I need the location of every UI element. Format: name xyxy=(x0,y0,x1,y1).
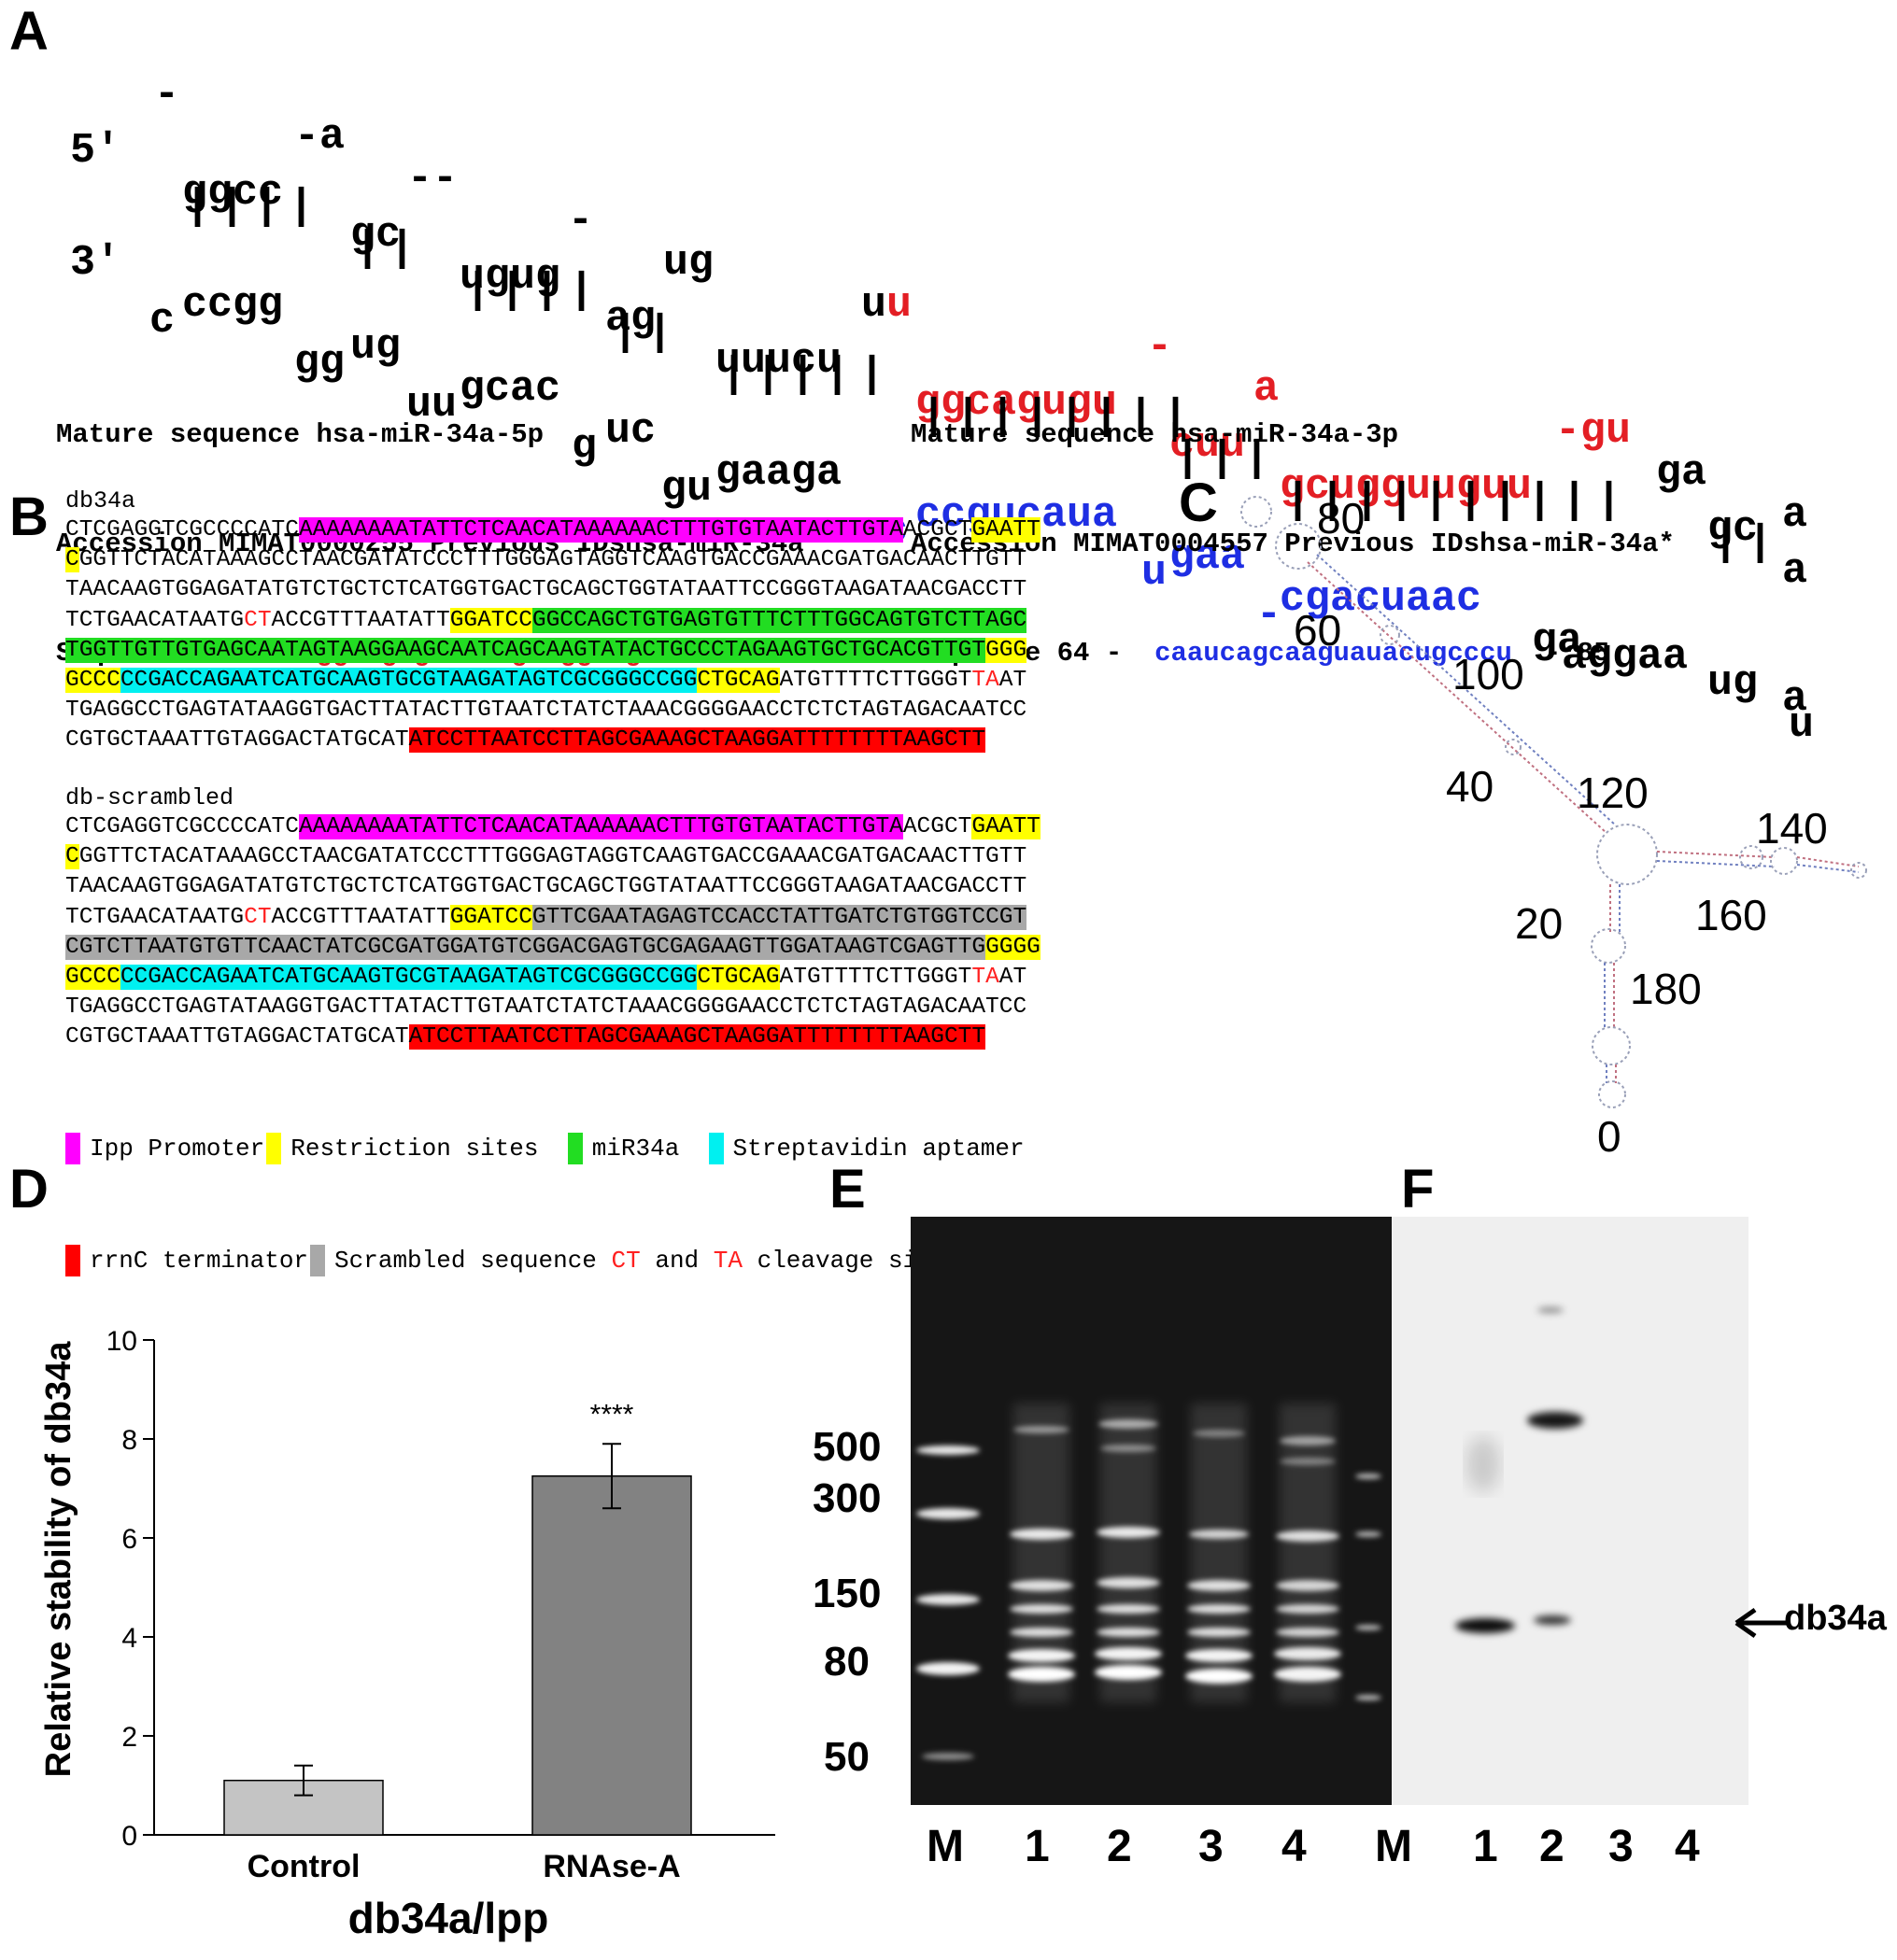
structure-label-120: 120 xyxy=(1577,768,1649,817)
y-tick-label: 6 xyxy=(121,1524,137,1555)
structure-label-80: 80 xyxy=(1317,494,1366,543)
marker-500: 500 xyxy=(813,1424,882,1470)
gel-f-lane-m: M xyxy=(1375,1822,1412,1871)
gel-f-lane-2: 2 xyxy=(1539,1822,1564,1871)
structure-label-0: 0 xyxy=(1597,1112,1621,1161)
bar-rnase-a xyxy=(531,1475,692,1836)
panel-f-letter: F xyxy=(1401,1159,1435,1220)
marker-300: 300 xyxy=(813,1475,882,1521)
hairpin-row-pairing: |||| || |||| || ||||| |||||||| ||| |||||… xyxy=(185,183,1783,567)
y-tick-label: 10 xyxy=(106,1326,137,1357)
y-tick-label: 8 xyxy=(121,1425,137,1456)
rna-secondary-structure xyxy=(1240,496,1867,1108)
db34a-sequence: CTCGAGGTCGCCCCATCAAAAAAAATATTCTCAACATAAA… xyxy=(65,517,1041,754)
stability-bar-chart: 0 2 4 6 8 10 Control RNAse-A **** Relative stab… xyxy=(39,1326,775,1942)
panel-b-letter: B xyxy=(9,486,49,547)
gel-e-lane-4: 4 xyxy=(1281,1822,1307,1871)
category-label: Control xyxy=(248,1849,361,1884)
mature-3p-sequence: caaucagcaaguauacugcccu xyxy=(1154,638,1512,669)
gel-e-lane-m: M xyxy=(927,1822,964,1871)
gel-e-lane-1: 1 xyxy=(1025,1822,1050,1871)
y-axis-label: Relative stability of db34a xyxy=(39,1341,78,1778)
panel-d-letter: D xyxy=(9,1159,49,1220)
gel-f-lane-3: 3 xyxy=(1608,1822,1634,1871)
scrambled-swatch xyxy=(310,1245,326,1277)
gel-e-lane-2: 2 xyxy=(1107,1822,1132,1871)
marker-50: 50 xyxy=(824,1734,870,1780)
significance-annotation: **** xyxy=(590,1399,634,1430)
gel-e-lane-3: 3 xyxy=(1198,1822,1224,1871)
panel-a-letter: A xyxy=(9,1,49,62)
structure-label-60: 60 xyxy=(1294,606,1342,655)
y-tick-label: 0 xyxy=(121,1821,137,1852)
structure-label-160: 160 xyxy=(1695,891,1767,939)
terminal-loop-top xyxy=(1240,496,1272,528)
northern-blot-image xyxy=(1392,1217,1748,1805)
sequence-legend: Ipp Promoter Restriction sites miR34a Str… xyxy=(65,1055,1025,1317)
db-scrambled-label: db-scrambled xyxy=(65,784,234,811)
mir-swatch xyxy=(567,1133,583,1165)
y-tick-label: 4 xyxy=(121,1623,137,1654)
arrow-left-icon xyxy=(1734,1607,1787,1639)
aptamer-swatch xyxy=(708,1133,724,1165)
multibranch-loop xyxy=(1596,824,1658,885)
panel-c-letter: C xyxy=(1179,472,1218,533)
panel-e-letter: E xyxy=(829,1159,866,1220)
category-label: RNAse-A xyxy=(543,1849,680,1884)
terminator-swatch xyxy=(65,1245,80,1277)
y-tick-label: 2 xyxy=(121,1722,137,1753)
structure-label-140: 140 xyxy=(1756,804,1828,853)
marker-150: 150 xyxy=(813,1571,882,1616)
db-scrambled-sequence: CTCGAGGTCGCCCCATCAAAAAAAATATTCTCAACATAAA… xyxy=(65,814,1041,1051)
gel-f-lane-1: 1 xyxy=(1473,1822,1498,1871)
structure-label-180: 180 xyxy=(1630,965,1702,1013)
x-axis-label: db34a/lpp xyxy=(348,1894,549,1942)
internal-loop-20 xyxy=(1591,928,1626,964)
restriction-swatch xyxy=(266,1133,282,1165)
db34a-band-label: db34a xyxy=(1784,1599,1887,1638)
hairpin-row-top-unpaired: - -a -- - ug uu - a -gu ga a xyxy=(154,71,1808,539)
structure-label-20: 20 xyxy=(1515,899,1564,948)
gel-f-lane-4: 4 xyxy=(1675,1822,1700,1871)
promoter-swatch xyxy=(65,1133,80,1165)
internal-loop-80 xyxy=(1275,523,1322,570)
hairpin-row-5prime: 5' ggcc gc ugug ag uuucu ggcagugu cuu gc… xyxy=(70,127,1808,595)
structure-label-100: 100 xyxy=(1452,650,1524,698)
structure-label-40: 40 xyxy=(1446,762,1494,811)
agarose-gel-image xyxy=(911,1217,1392,1805)
marker-80: 80 xyxy=(824,1639,870,1685)
db34a-label: db34a xyxy=(65,487,136,515)
